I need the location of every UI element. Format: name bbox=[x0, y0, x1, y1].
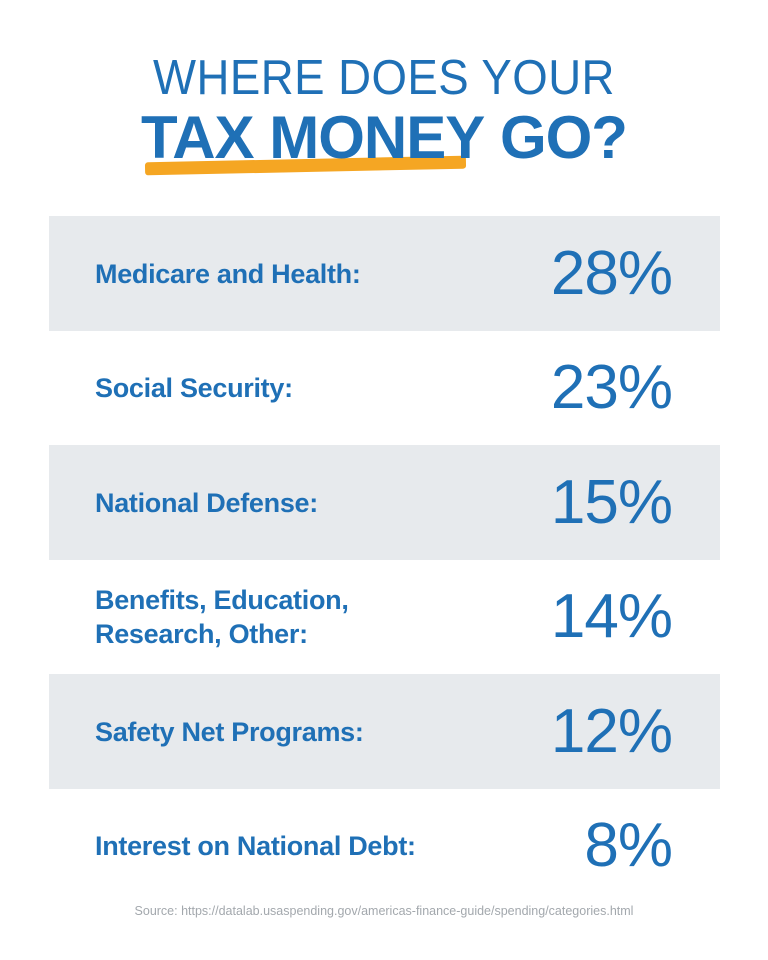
category-percent: 14% bbox=[550, 582, 673, 651]
spending-row-medicare: Medicare and Health: 28% bbox=[49, 216, 720, 331]
category-label: Interest on National Debt: bbox=[95, 831, 416, 861]
category-label: National Defense: bbox=[95, 487, 318, 518]
category-percent: 12% bbox=[550, 696, 673, 766]
spending-row-national-defense: National Defense: 15% bbox=[49, 445, 720, 560]
headline-rest-text: GO? bbox=[484, 104, 628, 171]
category-percent: 28% bbox=[550, 238, 673, 308]
category-label: Medicare and Health: bbox=[95, 258, 361, 289]
category-percent: 23% bbox=[550, 353, 673, 422]
headline-line-2: TAX MONEY GO? bbox=[0, 104, 768, 176]
category-percent: 15% bbox=[550, 467, 673, 537]
headline-line-1: WHERE DOES YOUR bbox=[153, 51, 615, 105]
spending-row-benefits-education: Benefits, Education, Research, Other: 14… bbox=[49, 559, 720, 675]
spending-row-safety-net: Safety Net Programs: 12% bbox=[49, 674, 720, 789]
spending-list: Medicare and Health: 28% Social Security… bbox=[49, 216, 720, 903]
spending-row-national-debt-interest: Interest on National Debt: 8% bbox=[49, 788, 720, 904]
category-label: Social Security: bbox=[95, 373, 293, 403]
spending-row-social-security: Social Security: 23% bbox=[49, 330, 720, 446]
headline-highlight: TAX MONEY bbox=[141, 104, 485, 176]
category-label: Benefits, Education, Research, Other: bbox=[95, 585, 349, 649]
source-citation: Source: https://datalab.usaspending.gov/… bbox=[134, 904, 634, 918]
category-percent: 8% bbox=[584, 811, 673, 880]
headline-highlight-text: TAX MONEY bbox=[141, 104, 485, 171]
category-label: Safety Net Programs: bbox=[95, 716, 364, 747]
